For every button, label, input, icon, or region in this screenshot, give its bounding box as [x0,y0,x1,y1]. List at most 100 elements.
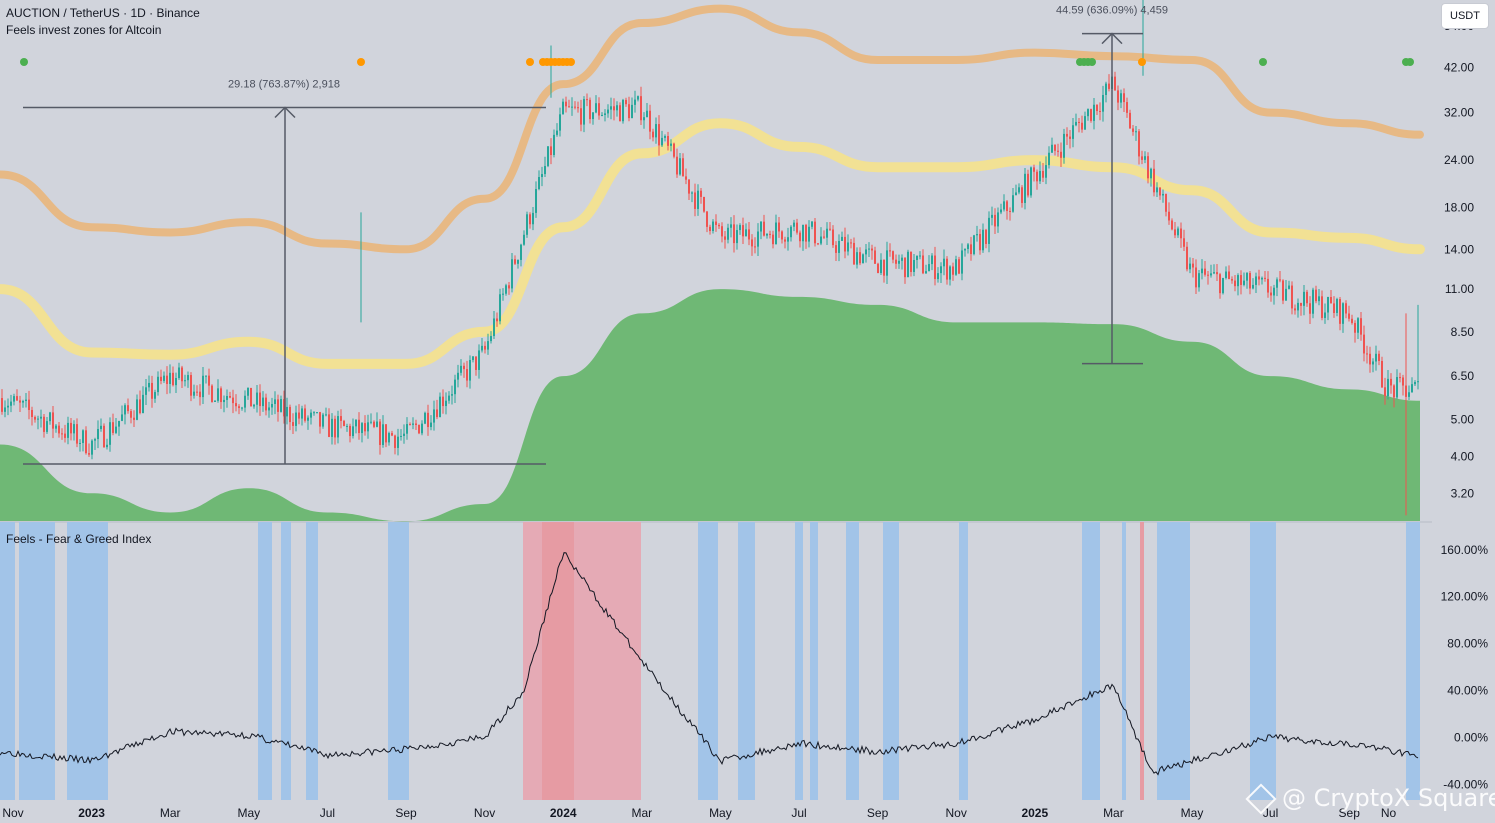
candle-body [46,421,48,432]
candle-body [1306,291,1308,304]
candle-body [1084,116,1086,130]
candle-body [841,236,843,241]
candle-body [970,244,972,255]
candle-body [724,236,726,240]
candle-body [829,228,831,230]
fear-zone [883,522,899,800]
candle-body [259,392,261,407]
candle-body [175,378,177,386]
candle-body [1258,276,1260,280]
fear-zone [1406,522,1420,800]
candle-body [901,257,903,261]
candle-body [622,99,624,122]
candle-body [265,397,267,411]
candle-body [49,412,51,422]
candle-body [190,375,192,396]
candle-body [673,143,675,157]
candle-body [1378,353,1380,361]
candle-body [1048,152,1050,166]
candle-body [1318,296,1320,302]
candle-body [16,396,18,401]
candle-body [1042,170,1044,178]
candle-body [1312,289,1314,314]
candle-body [478,350,480,370]
candle-body [277,399,279,412]
candle-body [292,422,294,426]
candle-body [490,336,492,342]
greed-zone [1140,522,1144,800]
candle-body [1414,382,1416,385]
candle-body [151,382,153,399]
candle-body [976,234,978,236]
candle-body [934,255,936,280]
candle-body [1363,334,1365,354]
candle-body [88,453,90,455]
candle-body [298,412,300,419]
candle-body [805,224,807,242]
candle-body [22,400,24,403]
candle-body [394,435,396,448]
candle-body [988,217,990,244]
candle-body [124,405,126,415]
candle-body [1054,144,1056,151]
candle-body [664,135,666,138]
candle-body [202,375,204,398]
candle-body [835,245,837,253]
candle-body [1171,220,1173,230]
candle-body [205,375,207,377]
candle-body [112,422,114,433]
time-axis-bg [0,800,1495,823]
candle-body [76,424,78,444]
candle-body [460,365,462,373]
candle-body [697,190,699,209]
candle-body [865,249,867,255]
fear-greed-line [0,552,1419,776]
candle-body [1324,312,1326,318]
candle-body [1333,303,1335,313]
candle-body [1069,136,1071,139]
candle-body [886,250,888,276]
time-tick-label: 2025 [1021,806,1048,820]
candle-body [814,221,816,244]
candle-body [574,106,576,108]
currency-button[interactable]: USDT [1441,3,1489,29]
candle-body [1003,201,1005,210]
candle-body [31,409,33,418]
candle-body [226,395,228,400]
candle-body [1252,284,1254,289]
candle-body [1072,125,1074,139]
candle-body [949,266,951,280]
fear-zone [846,522,859,800]
candle-body [1411,384,1413,393]
candle-body [919,255,921,257]
candle-body [505,285,507,294]
time-tick-label: 2024 [550,806,577,820]
candle-body [925,271,927,274]
candle-body [37,418,39,420]
candle-body [1114,76,1116,91]
candle-body [91,440,93,455]
candle-body [484,345,486,350]
candle-body [193,391,195,396]
candle-body [604,113,606,115]
candle-body [364,423,366,432]
candle-body [1240,275,1242,285]
candle-body [157,376,159,393]
candle-body [448,395,450,401]
candle-body [1192,263,1194,268]
candle-body [1300,302,1302,306]
candle-body [790,226,792,238]
fear-zone [795,522,803,800]
time-tick-label: Jul [791,806,806,820]
time-tick-label: Mar [631,806,652,820]
candle-body [538,177,540,190]
candle-body [637,96,639,100]
index-tick-label: 120.00% [1441,590,1489,604]
candle-body [1147,156,1149,179]
fear-zone [258,522,272,800]
candle-body [655,124,657,138]
price-tick-label: 42.00 [1444,61,1474,75]
candle-body [973,235,975,255]
candle-body [892,251,894,260]
